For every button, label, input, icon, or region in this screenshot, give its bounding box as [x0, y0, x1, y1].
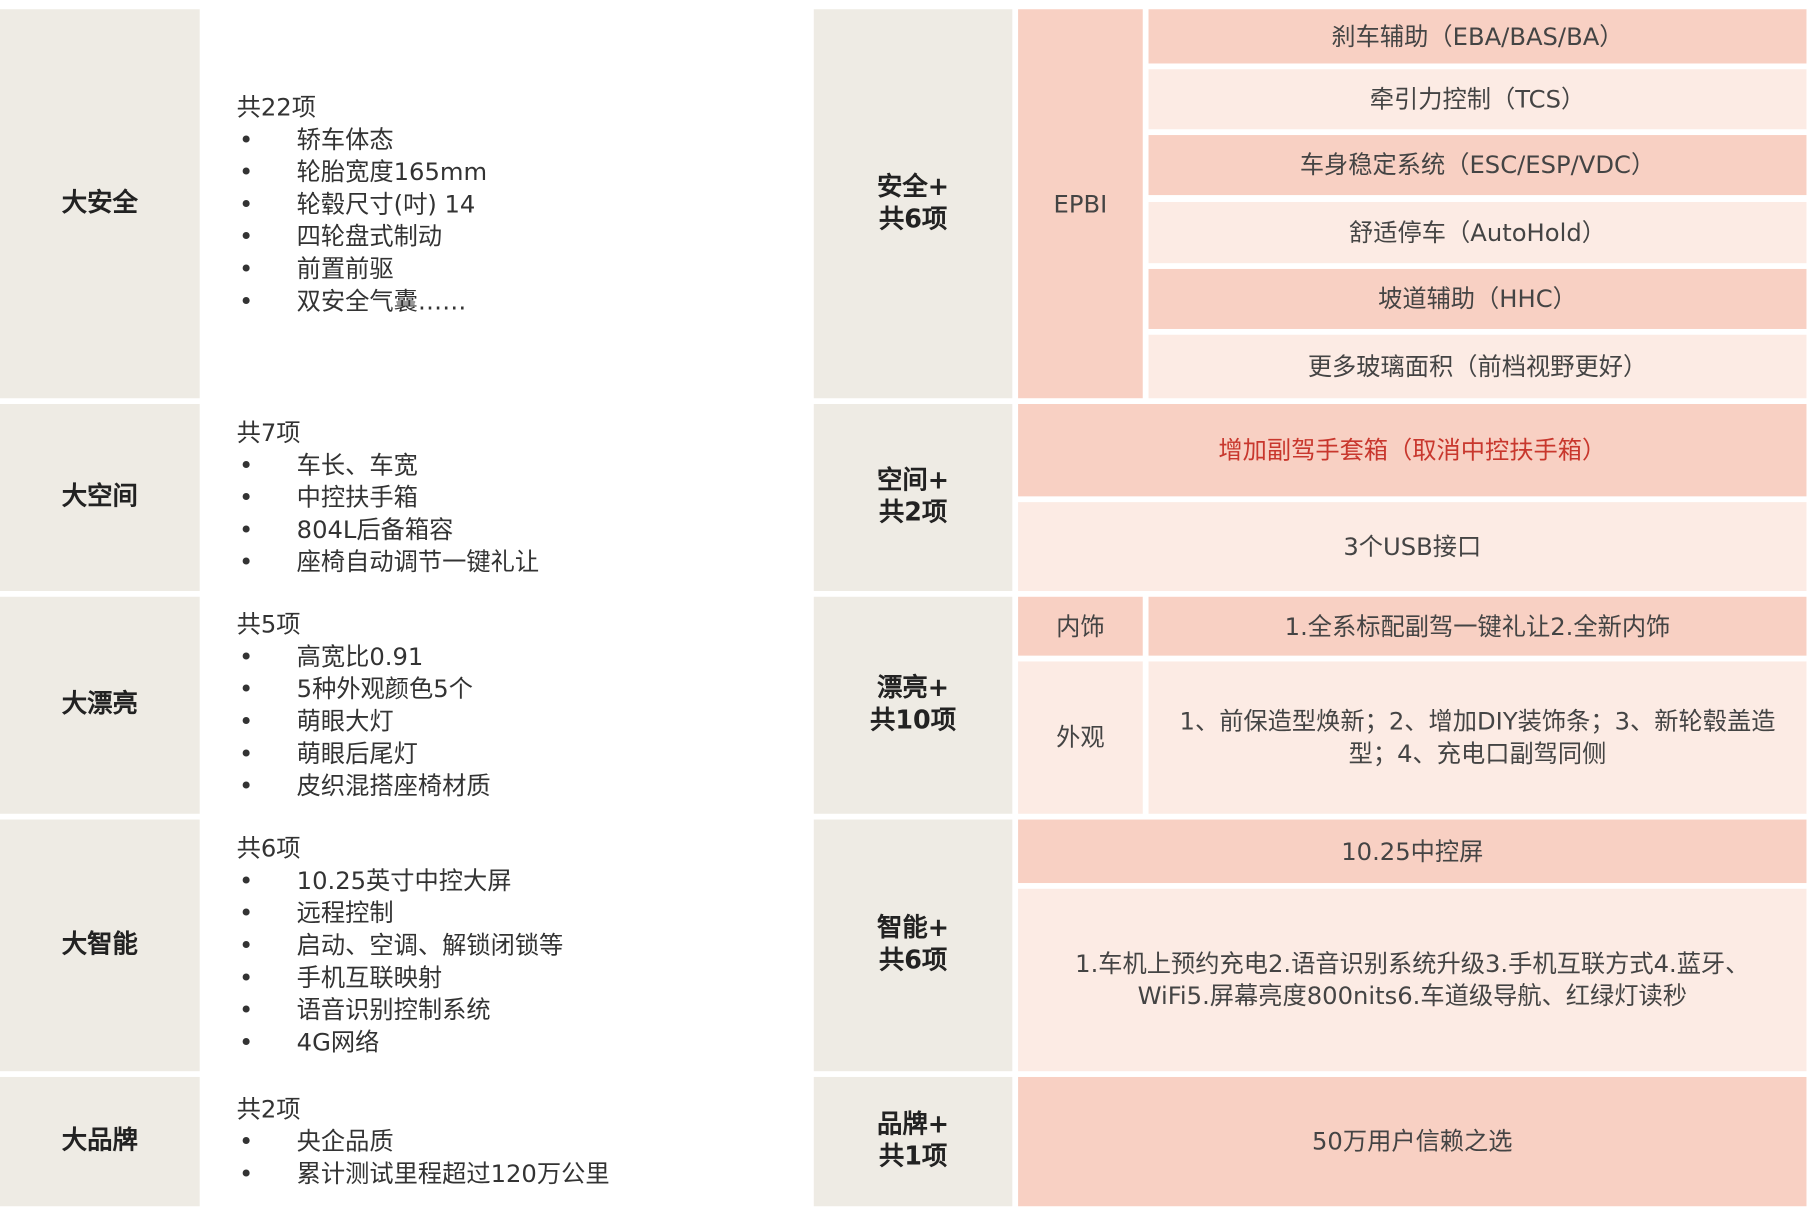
- smart-item: 10.25中控屏: [1018, 819, 1807, 884]
- list-item: 四轮盘式制动: [237, 220, 808, 252]
- safety-item: 更多玻璃面积（前档视野更好）: [1148, 334, 1807, 399]
- label-line: 品牌+: [877, 1110, 950, 1140]
- exterior-item: 1、前保造型焕新；2、增加DIY装饰条；3、新轮毂盖造型；4、充电口副驾同侧: [1148, 661, 1807, 814]
- category-details: 共6项10.25英寸中控大屏远程控制启动、空调、解锁闭锁等手机互联映射语音识别控…: [202, 820, 808, 1072]
- list-item: 4G网络: [237, 1026, 808, 1058]
- list-item: 5种外观颜色5个: [237, 673, 808, 705]
- feature-list: 10.25英寸中控大屏远程控制启动、空调、解锁闭锁等手机互联映射语音识别控制系统…: [237, 865, 808, 1059]
- list-item: 启动、空调、解锁闭锁等: [237, 929, 808, 961]
- safety-item: 刹车辅助（EBA/BAS/BA）: [1148, 9, 1807, 64]
- feature-list: 车长、车宽中控扶手箱804L后备箱容座椅自动调节一键礼让: [237, 449, 808, 578]
- brand-plus-label: 品牌+ 共1项: [813, 1076, 1013, 1207]
- space-item: 3个USB接口: [1018, 502, 1807, 592]
- category-label: 大空间: [0, 404, 200, 592]
- list-item: 座椅自动调节一键礼让: [237, 546, 808, 578]
- item-count: 共2项: [236, 1095, 301, 1124]
- item-count: 共6项: [236, 834, 301, 863]
- item-count: 共7项: [236, 419, 301, 447]
- list-item: 央企品质: [237, 1125, 808, 1157]
- epbi-cell: EPBI: [1018, 9, 1143, 399]
- category-label: 大安全: [0, 9, 200, 399]
- category-details: 共7项车长、车宽中控扶手箱804L后备箱容座椅自动调节一键礼让: [202, 404, 808, 591]
- label-line: 安全+: [877, 172, 950, 202]
- list-item: 轿车体态: [237, 123, 808, 155]
- category-label: 大漂亮: [0, 596, 200, 814]
- list-item: 萌眼大灯: [237, 705, 808, 737]
- category-details: 共2项央企品质累计测试里程超过120万公里: [202, 1077, 808, 1206]
- smart-plus-label: 智能+ 共6项: [813, 819, 1013, 1072]
- label-line: 智能+: [877, 914, 950, 944]
- item-count: 共22项: [236, 92, 316, 121]
- list-item: 远程控制: [237, 897, 808, 929]
- list-item: 手机互联映射: [237, 962, 808, 994]
- feature-list: 央企品质累计测试里程超过120万公里: [237, 1125, 808, 1190]
- label-line: 漂亮+: [877, 674, 950, 703]
- category-label: 大品牌: [0, 1076, 200, 1207]
- label-line: 空间+: [877, 466, 950, 496]
- list-item: 轮毂尺寸(吋) 14: [237, 188, 808, 220]
- safety-item: 车身稳定系统（ESC/ESP/VDC）: [1148, 135, 1807, 196]
- item-count: 共5项: [236, 610, 301, 639]
- list-item: 前置前驱: [237, 252, 808, 284]
- list-item: 高宽比0.91: [237, 641, 808, 673]
- interior-item: 1.全系标配副驾一键礼让2.全新内饰: [1148, 596, 1807, 656]
- space-plus-label: 空间+ 共2项: [813, 404, 1013, 592]
- category-details: 共5项高宽比0.915种外观颜色5个萌眼大灯萌眼后尾灯皮织混搭座椅材质: [202, 597, 808, 814]
- list-item: 10.25英寸中控大屏: [237, 865, 808, 897]
- feature-list: 高宽比0.915种外观颜色5个萌眼大灯萌眼后尾灯皮织混搭座椅材质: [237, 641, 808, 803]
- label-count: 共1项: [878, 1142, 948, 1172]
- safety-plus-label: 安全+ 共6项: [813, 9, 1013, 399]
- label-count: 共6项: [878, 204, 948, 234]
- safety-item: 牵引力控制（TCS）: [1148, 69, 1807, 130]
- category-details: 共22项轿车体态轮胎宽度165mm轮毂尺寸(吋) 14四轮盘式制动前置前驱双安全…: [202, 9, 808, 398]
- list-item: 萌眼后尾灯: [237, 738, 808, 770]
- brand-item: 50万用户信赖之选: [1018, 1076, 1807, 1207]
- safety-item: 坡道辅助（HHC）: [1148, 268, 1807, 329]
- safety-item: 舒适停车（AutoHold）: [1148, 202, 1807, 264]
- smart-item: 1.车机上预约充电2.语音识别系统升级3.手机互联方式4.蓝牙、WiFi5.屏幕…: [1018, 888, 1807, 1072]
- label-count: 共6项: [878, 946, 948, 976]
- list-item: 皮织混搭座椅材质: [237, 770, 808, 802]
- list-item: 804L后备箱容: [237, 514, 808, 546]
- category-label: 大智能: [0, 819, 200, 1072]
- label-count: 共2项: [878, 498, 948, 528]
- list-item: 轮胎宽度165mm: [237, 155, 808, 187]
- list-item: 中控扶手箱: [237, 481, 808, 513]
- list-item: 累计测试里程超过120万公里: [237, 1158, 808, 1190]
- feature-list: 轿车体态轮胎宽度165mm轮毂尺寸(吋) 14四轮盘式制动前置前驱双安全气囊……: [237, 123, 808, 317]
- list-item: 语音识别控制系统: [237, 994, 808, 1026]
- interior-label: 内饰: [1018, 596, 1143, 656]
- exterior-label: 外观: [1018, 661, 1143, 814]
- list-item: 双安全气囊……: [237, 285, 808, 317]
- space-item-highlight: 增加副驾手套箱（取消中控扶手箱）: [1018, 404, 1807, 497]
- beauty-plus-label: 漂亮+ 共10项: [813, 596, 1013, 814]
- list-item: 车长、车宽: [237, 449, 808, 481]
- label-count: 共10项: [869, 706, 957, 736]
